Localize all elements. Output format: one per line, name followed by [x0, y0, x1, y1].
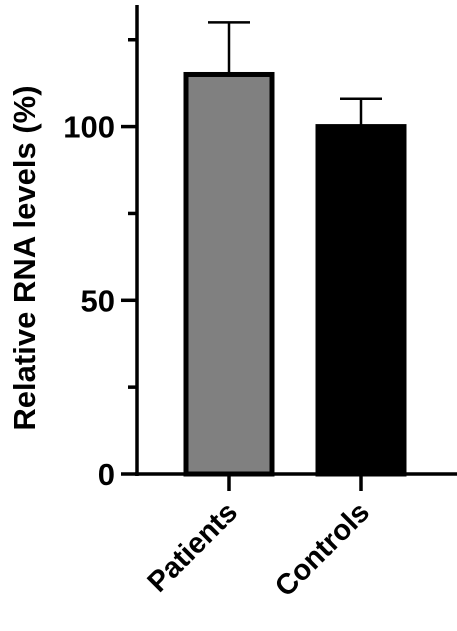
y-axis-label: Relative RNA levels (%)	[7, 85, 42, 430]
y-tick-label: 0	[98, 457, 115, 492]
bar-controls	[315, 124, 407, 477]
x-tick-label-patients: Patients	[142, 496, 244, 598]
y-tick-label: 50	[81, 283, 115, 318]
y-tick-label: 100	[63, 110, 115, 145]
plot-area: 0 50 100 Patients Controls	[63, 5, 457, 603]
x-tick-label-controls: Controls	[269, 496, 376, 603]
bar-patients	[183, 71, 275, 477]
